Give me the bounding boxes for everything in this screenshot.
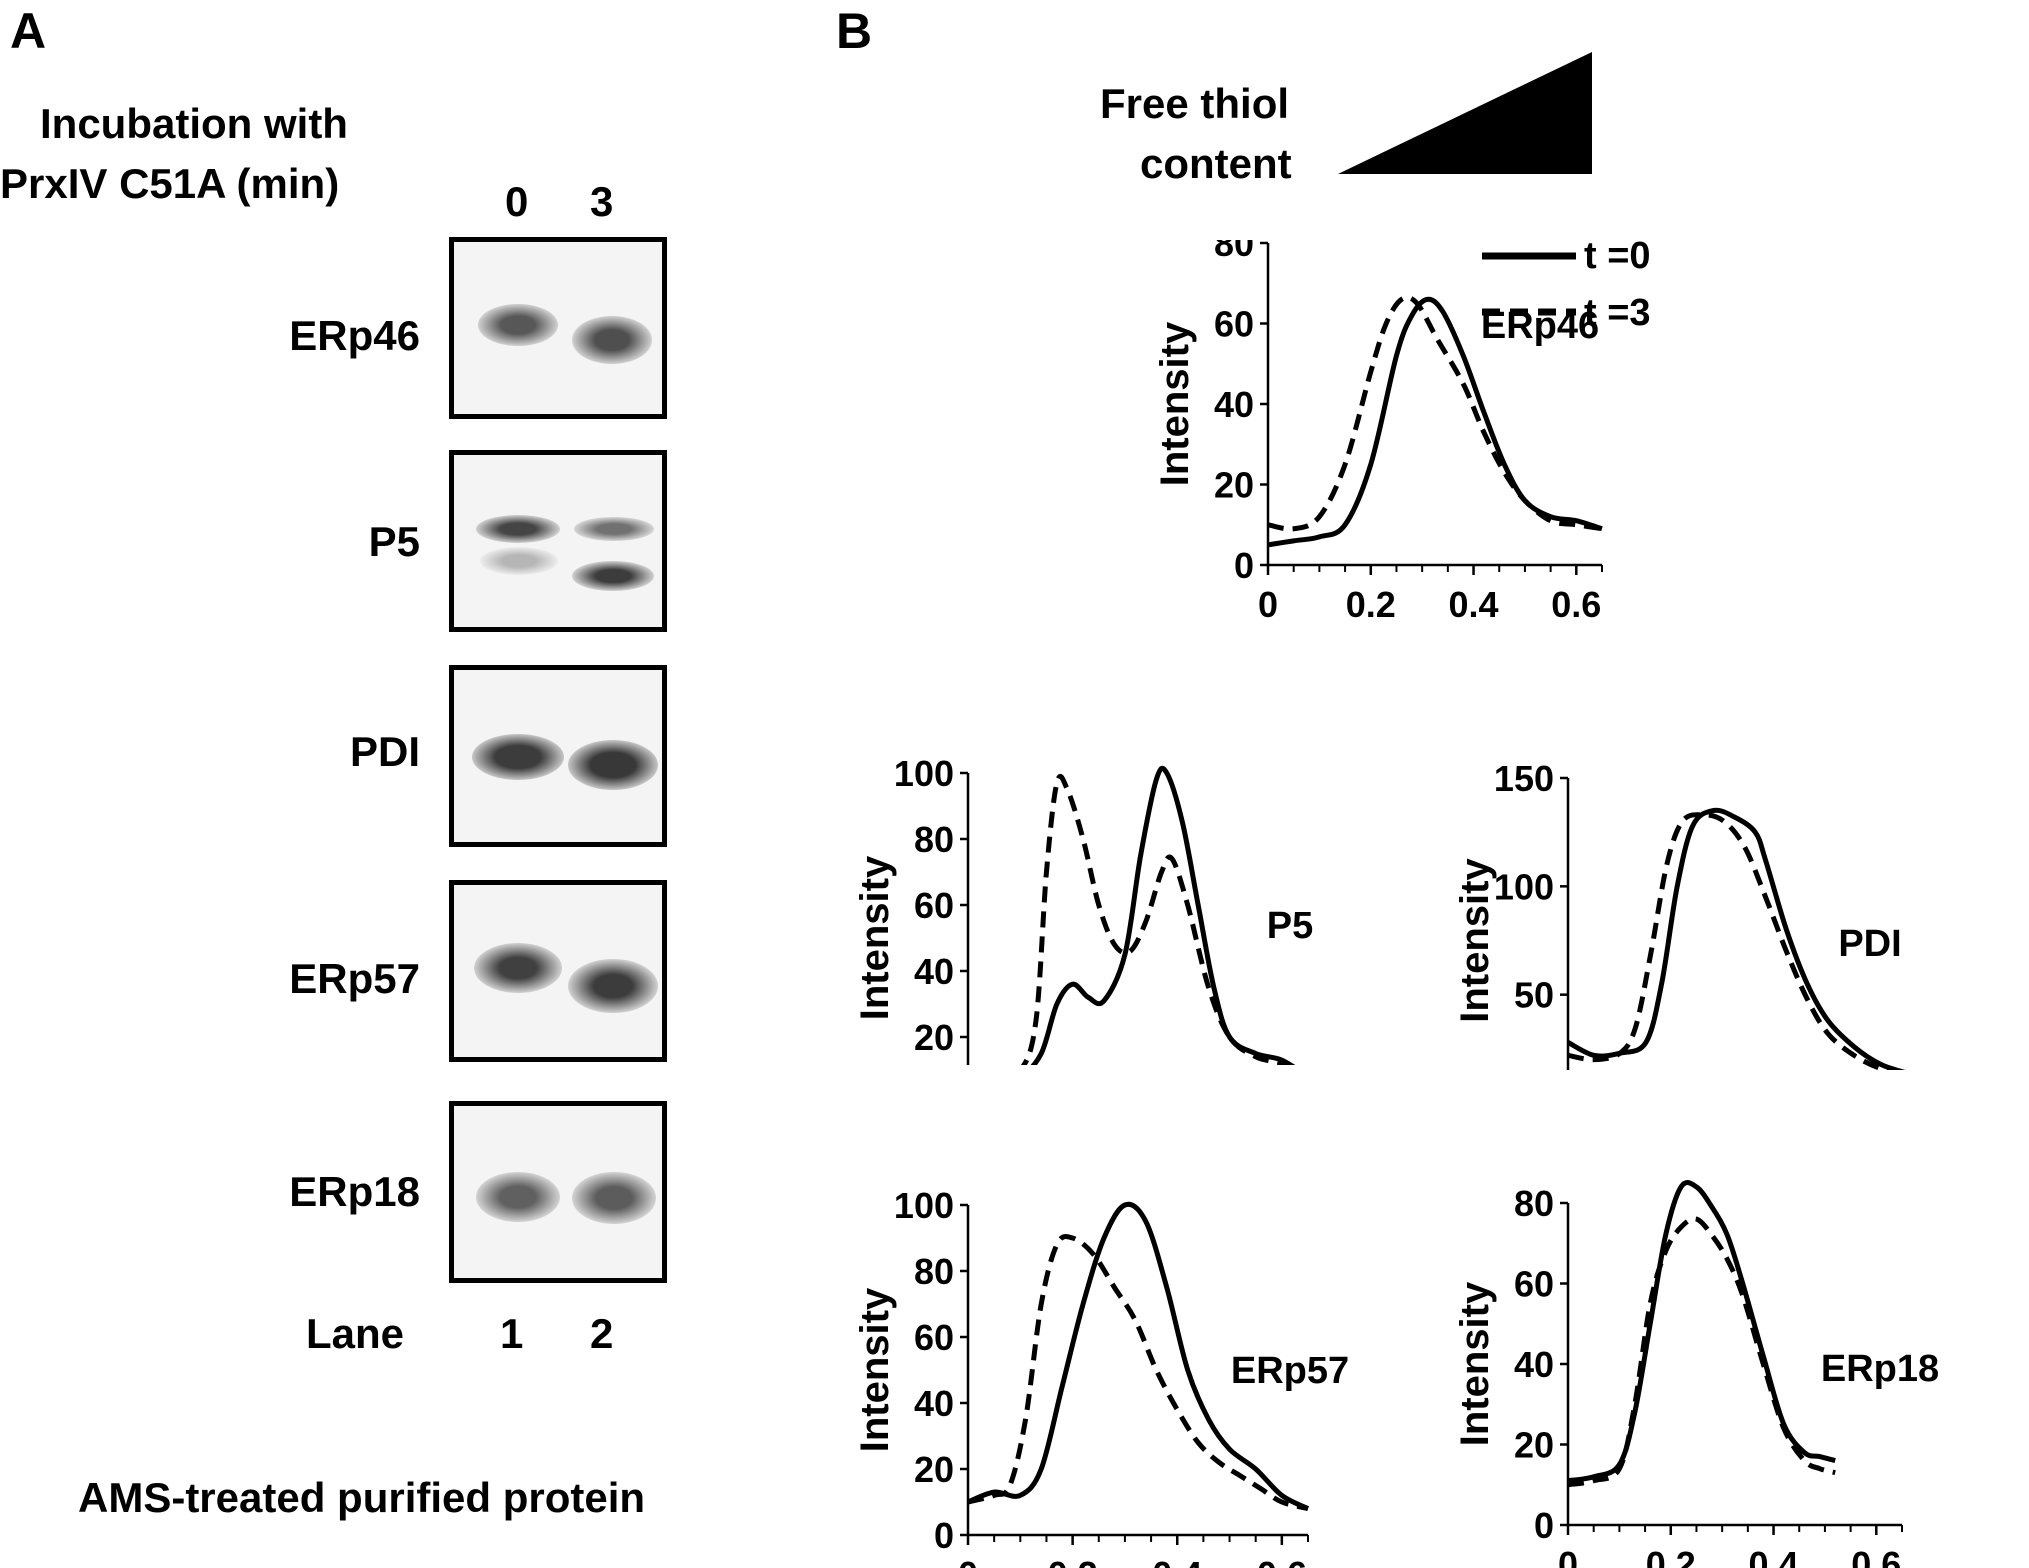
y-tick-label: 100: [894, 1185, 954, 1226]
chart-title: ERp46: [1481, 305, 1599, 347]
chart-pdi: 05010015000.20.40.6IntensityPDI: [1453, 758, 1906, 1070]
y-tick-label: 40: [1514, 1344, 1554, 1385]
panel-a-header-line2: PrxIV C51A (min): [0, 160, 340, 207]
series-line-t3: [1267, 294, 1603, 532]
chart-erp57: 02040608010000.20.40.6IntensityDistanceE…: [853, 1185, 1349, 1568]
x-tick-label: 0.4: [1152, 1554, 1202, 1568]
y-tick-label: 40: [914, 1383, 954, 1424]
gel-label-erp57: ERp57: [289, 955, 420, 1002]
chart-erp46: 0 20 40 60 80 0 0.2 0.4 0.6 Intensity ERp46: [1153, 240, 1603, 625]
chart-erp18: 02040608000.20.40.6IntensityDistanceERp1…: [1453, 1179, 1939, 1568]
gel-band: [568, 959, 658, 1013]
y-axis-label: Intensity: [1453, 1281, 1497, 1446]
y-tick-label: 80: [914, 819, 954, 860]
x-tick-label: 0.6: [1851, 1544, 1901, 1568]
gel-band: [476, 1172, 560, 1222]
y-axis-label: Intensity: [853, 1287, 897, 1452]
series-line-t0: [1567, 1179, 1836, 1484]
panel-a-letter: A: [10, 3, 47, 59]
y-tick-label: 0: [1234, 545, 1254, 586]
y-axis-label: Intensity: [1453, 858, 1497, 1023]
legend-label-solid: t =0: [1584, 235, 1651, 277]
x-tick-label: 0.4: [1449, 584, 1499, 625]
gel-erp18: [449, 1101, 667, 1283]
x-tick-label: 0.4: [1749, 1544, 1799, 1568]
lane-number-2: 2: [590, 1310, 614, 1357]
gel-band: [572, 561, 654, 591]
chart-title: ERp57: [1231, 1350, 1349, 1392]
series-line-t3: [1020, 773, 1294, 1065]
gel-band: [474, 943, 562, 993]
panel-b-letter: B: [836, 3, 873, 59]
y-tick-label: 60: [914, 1317, 954, 1358]
gel-label-pdi: PDI: [349, 728, 420, 775]
legend: [1482, 252, 1576, 316]
x-tick-label: 0: [958, 1554, 978, 1568]
gel-band: [574, 517, 654, 541]
gel-band: [568, 740, 658, 790]
panel-a-header-line1: Incubation with: [40, 100, 348, 147]
y-tick-label: 150: [1494, 758, 1554, 799]
gel-band: [478, 304, 558, 346]
y-tick-label: 80: [914, 1251, 954, 1292]
y-tick-label: 40: [1214, 384, 1254, 425]
wedge-label-line1: Free thiol: [1100, 80, 1290, 127]
gel-band: [480, 547, 558, 575]
lane-title: Lane: [306, 1310, 405, 1357]
y-tick-label: 100: [1494, 866, 1554, 907]
y-tick-label: 0: [1534, 1505, 1554, 1546]
gel-band: [472, 734, 564, 780]
y-tick-label: 80: [1514, 1183, 1554, 1224]
series-line-t0: [1030, 765, 1296, 1065]
lane-number-1: 1: [500, 1310, 524, 1357]
y-tick-label: 20: [1514, 1425, 1554, 1466]
chart-title: ERp18: [1821, 1348, 1939, 1390]
y-tick-label: 100: [894, 753, 954, 794]
x-tick-label: 0.2: [1646, 1544, 1696, 1568]
y-axis-label: Intensity: [853, 855, 897, 1020]
gel-erp57: [449, 880, 667, 1062]
gel-erp46: [449, 237, 667, 419]
x-tick-label: 0.6: [1257, 1554, 1307, 1568]
y-tick-label: 80: [1214, 240, 1254, 264]
series-line-t3: [1567, 1216, 1836, 1488]
y-tick-label: 0: [934, 1515, 954, 1556]
x-tick-label: 0: [1558, 1544, 1578, 1568]
chart-title: P5: [1267, 905, 1313, 947]
y-axis-label: Intensity: [1153, 321, 1197, 486]
y-tick-label: 60: [1214, 304, 1254, 345]
gel-label-p5: P5: [368, 518, 420, 565]
series-line-t0: [967, 1201, 1310, 1511]
series-line-t0: [1566, 807, 1906, 1070]
y-tick-label: 60: [914, 885, 954, 926]
x-tick-label: 0.2: [1346, 584, 1396, 625]
gel-label-erp46: ERp46: [289, 312, 420, 359]
y-tick-label: 20: [914, 1449, 954, 1490]
time-label-3: 3: [590, 178, 614, 225]
gel-label-erp18: ERp18: [289, 1168, 420, 1215]
gel-p5: [449, 450, 667, 632]
panel-a-caption: AMS-treated purified protein: [78, 1474, 646, 1521]
gel-band: [572, 316, 652, 364]
y-tick-label: 40: [914, 951, 954, 992]
y-tick-label: 20: [914, 1017, 954, 1058]
x-tick-label: 0: [1258, 584, 1278, 625]
y-tick-label: 20: [1214, 465, 1254, 506]
series-line-t3: [967, 1233, 1309, 1512]
series-line-t3: [1567, 812, 1895, 1070]
y-tick-label: 50: [1514, 975, 1554, 1016]
time-label-0: 0: [505, 178, 529, 225]
y-tick-label: 60: [1514, 1264, 1554, 1305]
series-line-t0: [1267, 296, 1603, 548]
wedge-label-line2: content: [1140, 140, 1292, 187]
gel-pdi: [449, 665, 667, 847]
gel-band: [476, 515, 560, 543]
gel-band: [572, 1172, 656, 1224]
chart-title: PDI: [1838, 923, 1901, 965]
x-tick-label: 0.6: [1551, 584, 1601, 625]
chart-p5: 02040608010000.20.40.6IntensityP5: [853, 753, 1313, 1065]
x-tick-label: 0.2: [1048, 1554, 1098, 1568]
free-thiol-wedge: [1338, 52, 1592, 174]
legend-label-dashed: t =3: [1584, 292, 1651, 334]
